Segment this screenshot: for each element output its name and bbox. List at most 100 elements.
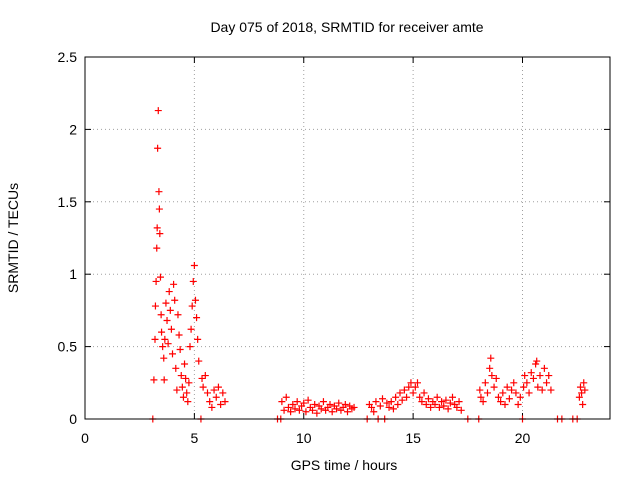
data-point [151, 302, 159, 310]
data-point [158, 328, 166, 336]
data-point [189, 277, 197, 285]
data-point [191, 296, 199, 304]
data-point [547, 386, 555, 394]
data-point [416, 393, 424, 401]
y-tick-label: 1.5 [58, 194, 78, 210]
data-point [487, 354, 495, 362]
data-point [181, 360, 189, 368]
data-point [385, 403, 393, 411]
data-point [427, 403, 435, 411]
x-tick-label: 20 [515, 430, 531, 446]
data-point [293, 398, 301, 406]
data-point [431, 401, 439, 409]
data-point [534, 383, 542, 391]
data-point [193, 314, 201, 322]
data-point [392, 393, 400, 401]
data-point [409, 389, 417, 397]
data-point [188, 302, 196, 310]
data-point [481, 379, 489, 387]
data-point [405, 383, 413, 391]
data-point [424, 395, 432, 403]
data-point [344, 408, 351, 416]
data-point [527, 369, 535, 377]
data-point [287, 408, 295, 416]
data-point [214, 383, 222, 391]
data-point [201, 372, 209, 380]
data-point [477, 393, 485, 401]
data-point [278, 398, 286, 406]
data-point [151, 335, 159, 343]
x-tick-label: 0 [81, 430, 89, 446]
x-tick-label: 10 [296, 430, 312, 446]
data-point [484, 389, 491, 397]
data-point [160, 376, 168, 384]
data-point [169, 350, 176, 358]
data-point [455, 398, 463, 406]
data-point [179, 393, 187, 401]
data-point [350, 403, 358, 411]
data-point [418, 398, 426, 406]
y-tick-label: 1 [69, 266, 77, 282]
data-point [499, 389, 507, 397]
data-point [444, 405, 452, 413]
data-point [457, 406, 465, 414]
data-point [204, 389, 211, 397]
data-point [194, 335, 202, 343]
data-point [368, 403, 376, 411]
data-point [212, 393, 220, 401]
data-point [177, 372, 185, 380]
data-point [543, 379, 551, 387]
data-point [536, 372, 544, 380]
data-point [333, 405, 341, 413]
data-point [155, 188, 163, 196]
data-point [494, 393, 502, 401]
y-tick-label: 0 [69, 411, 77, 427]
data-point [317, 405, 325, 413]
data-point [155, 205, 163, 213]
data-point [154, 107, 162, 115]
data-point [174, 311, 182, 319]
data-point [520, 383, 528, 391]
data-point [521, 372, 529, 380]
data-point [164, 340, 172, 348]
data-point [163, 317, 171, 325]
data-point [389, 405, 397, 413]
data-point [182, 374, 190, 382]
data-point [156, 273, 164, 281]
data-point [403, 393, 411, 401]
data-point [313, 409, 321, 417]
data-point [449, 393, 456, 401]
data-point [407, 379, 415, 387]
data-point [154, 144, 162, 152]
data-point [433, 393, 441, 401]
data-point [152, 277, 160, 285]
data-point [300, 399, 308, 407]
data-point [153, 224, 161, 232]
data-point [326, 401, 334, 409]
data-point [190, 262, 198, 270]
data-point [579, 401, 587, 409]
data-point [184, 398, 192, 406]
y-tick-label: 0.5 [58, 339, 78, 355]
data-point [162, 299, 170, 307]
data-point [280, 406, 288, 414]
data-point [159, 343, 167, 351]
data-point [187, 325, 195, 333]
data-point [422, 401, 430, 409]
data-point [183, 389, 191, 397]
data-point [545, 372, 553, 380]
data-point [171, 296, 179, 304]
data-point [490, 383, 498, 391]
data-point [221, 398, 229, 406]
data-point [414, 379, 421, 387]
data-point [508, 386, 516, 394]
data-point [195, 357, 203, 365]
data-point [575, 393, 583, 401]
data-point [411, 383, 419, 391]
data-point [309, 406, 316, 414]
data-point [166, 306, 174, 314]
data-point [581, 386, 589, 394]
data-point [435, 403, 443, 411]
data-point [529, 374, 537, 382]
